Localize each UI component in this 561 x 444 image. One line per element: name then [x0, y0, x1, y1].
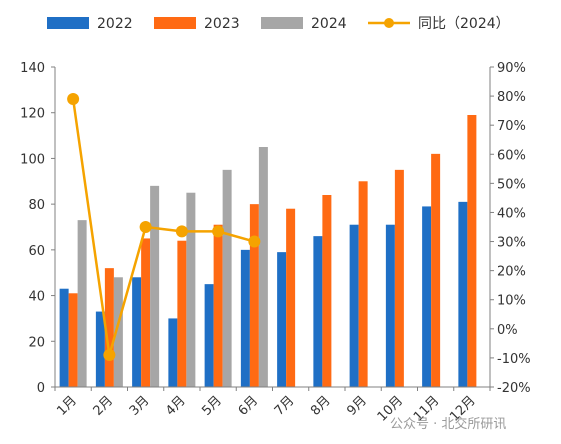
bar-2023-3: [141, 238, 151, 387]
yoy-point-3: [139, 221, 152, 233]
x-tick-label: 8月: [308, 393, 334, 419]
yoy-line: [67, 93, 261, 361]
x-tick-label: 9月: [344, 393, 370, 419]
bar-2022-12: [458, 201, 468, 387]
yoy-point-4: [175, 225, 188, 238]
legend-label: 2024: [311, 16, 347, 32]
bar-2024-6: [258, 147, 268, 387]
x-tick-label: 1月: [54, 393, 80, 419]
bar-2022-2: [95, 311, 105, 387]
x-tick-label: 2月: [91, 393, 117, 419]
left-tick-label: 0: [37, 381, 45, 396]
x-tick-label: 6月: [236, 393, 262, 419]
right-tick-label: 40%: [497, 206, 526, 221]
bar-2023-4: [177, 240, 187, 387]
right-tick-label: 80%: [497, 90, 526, 105]
x-tick-label: 5月: [199, 393, 225, 419]
right-axis: -20% -10% 0% 10% 20% 30% 40% 50% 60% 70% 80% 90%: [489, 61, 531, 396]
right-tick-label: 20%: [497, 265, 526, 280]
bar-2023-2: [104, 268, 114, 387]
bar-2023-11: [431, 153, 441, 387]
bar-2022-3: [132, 277, 142, 387]
bar-2023-8: [322, 195, 332, 387]
right-tick-label: 30%: [497, 236, 526, 251]
bar-2024-3: [150, 185, 160, 387]
bar-2024-4: [186, 192, 196, 387]
left-axis: 0 20 40 60 80 100 120 140: [20, 61, 56, 396]
left-tick-label: 60: [28, 244, 45, 259]
yoy-point-2: [103, 349, 116, 361]
bar-2022-1: [59, 288, 69, 387]
bar-2023-7: [286, 208, 296, 387]
legend-swatch-marker: [384, 18, 394, 28]
bar-2024-5: [222, 169, 232, 387]
bar-2022-6: [240, 249, 250, 387]
right-tick-label: 60%: [497, 148, 526, 163]
right-tick-label: 50%: [497, 177, 526, 192]
legend-swatch-2022: [47, 17, 89, 29]
right-tick-label: 0%: [497, 323, 518, 338]
legend-label: 同比（2024）: [418, 16, 510, 32]
legend-label: 2023: [204, 16, 240, 32]
left-tick-label: 40: [28, 290, 45, 305]
bar-2024-1: [77, 220, 87, 387]
watermark: 公众号 · 北交所研讯: [390, 416, 506, 432]
bar-2023-10: [394, 169, 404, 387]
yoy-point-5: [212, 225, 225, 238]
x-tick-label: 7月: [272, 393, 298, 419]
yoy-point-6: [248, 235, 261, 248]
bar-2022-11: [422, 206, 432, 387]
bar-2022-8: [313, 236, 323, 387]
bar-2022-7: [277, 252, 287, 387]
right-tick-label: 70%: [497, 119, 526, 134]
bar-2022-9: [349, 224, 359, 387]
right-tick-label: 90%: [497, 61, 526, 76]
bar-2023-12: [467, 115, 477, 387]
bar-2022-4: [168, 318, 178, 387]
right-tick-label: -20%: [497, 381, 531, 396]
right-tick-label: 10%: [497, 294, 526, 309]
bar-2024-2: [113, 277, 123, 387]
bars: [59, 115, 477, 387]
bar-2023-5: [213, 224, 223, 387]
legend-swatch-2023: [154, 17, 196, 29]
legend-swatch-2024: [261, 17, 303, 29]
x-tick-label: 3月: [127, 393, 153, 419]
bar-2022-5: [204, 284, 214, 387]
x-tick-label: 4月: [163, 393, 189, 419]
left-tick-label: 80: [28, 198, 45, 213]
right-tick-label: -10%: [497, 352, 531, 367]
legend-label: 2022: [97, 16, 133, 32]
bar-2023-9: [358, 181, 368, 387]
legend: 2022 2023 2024 同比（2024）: [47, 16, 510, 32]
bar-2023-6: [249, 204, 259, 387]
left-tick-label: 100: [20, 152, 45, 167]
yoy-point-1: [67, 93, 80, 105]
left-tick-label: 20: [28, 335, 45, 350]
bar-2023-1: [68, 293, 78, 387]
left-tick-label: 120: [20, 107, 45, 122]
left-tick-label: 140: [20, 61, 45, 76]
yoy-line-path: [71, 98, 255, 357]
bar-2022-10: [385, 224, 395, 387]
